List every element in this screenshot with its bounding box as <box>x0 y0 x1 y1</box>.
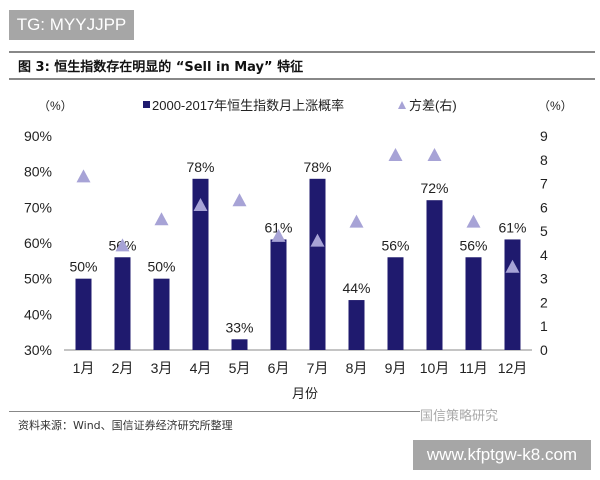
x-tick-label: 4月 <box>190 360 212 376</box>
bar <box>348 300 365 350</box>
bar <box>75 278 92 350</box>
divider <box>9 411 420 412</box>
variance-marker <box>115 238 130 252</box>
bar-data-label: 78% <box>186 159 214 175</box>
variance-marker <box>349 214 364 228</box>
divider <box>9 78 595 80</box>
bar-data-label: 44% <box>342 280 370 296</box>
left-tick-label: 50% <box>24 271 52 287</box>
bar-data-label: 78% <box>303 159 331 175</box>
legend-triangle-icon <box>398 101 406 109</box>
x-tick-label: 12月 <box>498 360 528 376</box>
x-tick-label: 1月 <box>73 360 95 376</box>
right-tick-label: 3 <box>540 271 548 287</box>
bar <box>231 339 248 350</box>
bar-data-label: 33% <box>225 319 253 335</box>
x-tick-label: 6月 <box>268 360 290 376</box>
variance-marker <box>232 193 247 207</box>
right-axis-unit: （%） <box>538 99 573 113</box>
right-tick-label: 1 <box>540 318 548 334</box>
figure-title: 图 3: 恒生指数存在明显的 “Sell in May” 特征 <box>18 60 304 75</box>
right-tick-label: 4 <box>540 247 548 263</box>
bar-data-label: 50% <box>147 259 175 275</box>
watermark-bottom: www.kfptgw-k8.com <box>413 440 591 470</box>
bar <box>504 239 521 350</box>
left-tick-label: 90% <box>24 128 52 144</box>
bar-data-label: 61% <box>498 219 526 235</box>
bar <box>270 239 287 350</box>
bar <box>387 257 404 350</box>
right-tick-label: 9 <box>540 128 548 144</box>
x-tick-label: 11月 <box>459 360 488 376</box>
x-tick-label: 2月 <box>112 360 134 376</box>
bar-data-label: 61% <box>264 219 292 235</box>
bar-data-label: 56% <box>459 237 487 253</box>
legend-bar-label: 2000-2017年恒生指数月上涨概率 <box>152 98 344 113</box>
bar <box>153 278 170 350</box>
left-tick-label: 80% <box>24 164 52 180</box>
variance-marker <box>154 212 169 226</box>
x-tick-label: 8月 <box>346 360 368 376</box>
x-tick-label: 9月 <box>385 360 407 376</box>
chart: （%） （%） 2000-2017年恒生指数月上涨概率 方差(右) 月份 30%… <box>24 98 573 401</box>
right-tick-label: 8 <box>540 152 548 168</box>
x-tick-label: 5月 <box>229 360 251 376</box>
right-tick-label: 6 <box>540 199 548 215</box>
variance-marker <box>505 259 520 273</box>
right-tick-label: 5 <box>540 223 548 239</box>
bar-data-label: 72% <box>420 180 448 196</box>
right-tick-label: 2 <box>540 294 548 310</box>
x-tick-label: 10月 <box>420 360 450 376</box>
left-tick-label: 40% <box>24 306 52 322</box>
x-axis-label: 月份 <box>292 386 318 401</box>
bar-data-label: 50% <box>69 259 97 275</box>
bar <box>426 200 443 350</box>
legend-bar-swatch <box>143 101 150 108</box>
variance-marker <box>76 169 91 183</box>
x-tick-label: 3月 <box>151 360 173 376</box>
source-note: 资料来源：Wind、国信证券经济研究所整理 <box>18 419 233 432</box>
bar-data-label: 56% <box>381 237 409 253</box>
legend-marker-label: 方差(右) <box>409 98 457 113</box>
watermark-logo: 国信策略研究 <box>420 409 499 424</box>
variance-marker <box>466 214 481 228</box>
variance-marker <box>271 228 286 242</box>
bar <box>309 178 326 350</box>
variance-marker <box>427 148 442 162</box>
variance-marker <box>310 233 325 247</box>
variance-marker <box>193 197 208 211</box>
watermark-top: TG: MYYJJPP <box>9 10 134 40</box>
right-tick-label: 7 <box>540 176 548 192</box>
left-axis-unit: （%） <box>38 99 73 113</box>
variance-marker <box>388 148 403 162</box>
right-tick-label: 0 <box>540 342 548 358</box>
left-tick-label: 30% <box>24 342 52 358</box>
divider <box>9 51 595 53</box>
bar <box>114 257 131 350</box>
left-tick-label: 60% <box>24 235 52 251</box>
left-tick-label: 70% <box>24 199 52 215</box>
bar <box>465 257 482 350</box>
x-tick-label: 7月 <box>307 360 329 376</box>
bar <box>192 178 209 350</box>
